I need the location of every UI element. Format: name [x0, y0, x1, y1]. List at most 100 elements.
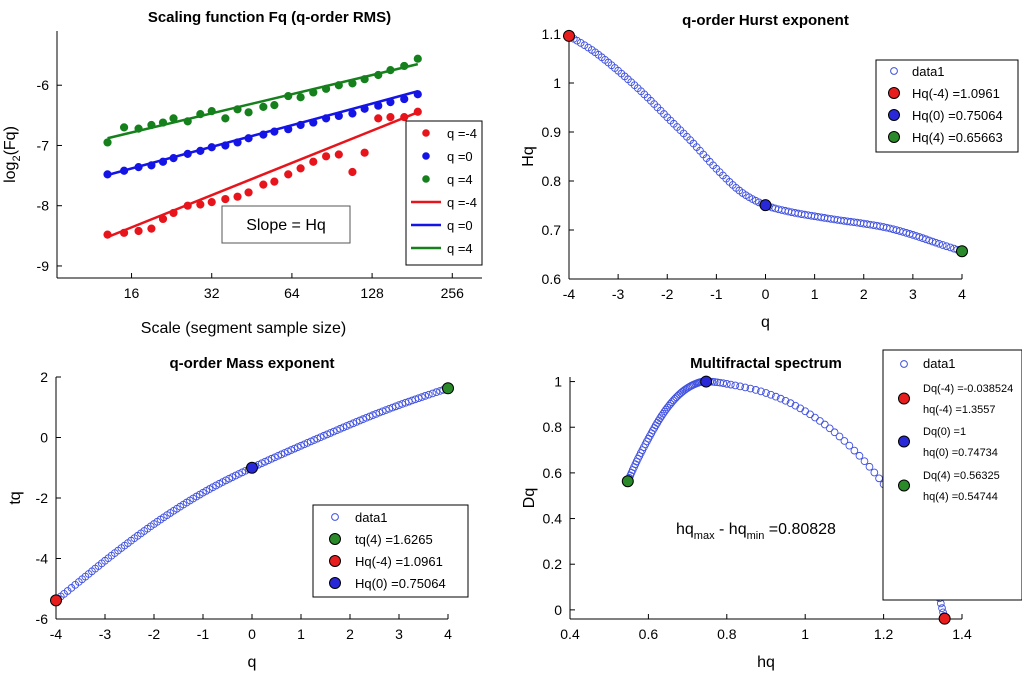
legend-marker-blue [329, 577, 341, 589]
legend-label: data1 [923, 356, 956, 371]
x-tick-label: 1.2 [874, 626, 894, 642]
legend-marker-green [329, 533, 341, 545]
fit-line-red [107, 111, 419, 239]
data-point-blue [348, 109, 357, 118]
data1-marker [722, 379, 731, 388]
data-point-green [413, 54, 422, 63]
data1-marker [935, 239, 943, 248]
x-tick-label: 0.4 [560, 626, 580, 642]
highlight-point-green [956, 245, 968, 258]
data-point-red [244, 188, 253, 197]
y-tick-label: 0.2 [543, 556, 563, 572]
legend-label: tq(4) =1.6265 [355, 532, 433, 547]
data-point-red [374, 114, 383, 123]
data1-marker [767, 390, 775, 399]
x-tick-label: 0 [762, 286, 770, 302]
data1-marker [860, 457, 869, 466]
annotation-tail: =0.80828 [764, 521, 836, 538]
data1-marker [719, 379, 728, 388]
data1-marker [870, 468, 879, 477]
x-tick-label: 32 [204, 285, 220, 301]
legend-marker-red [888, 87, 900, 99]
x-tick-label: 16 [124, 285, 140, 301]
data1-marker [432, 388, 441, 397]
legend-marker-green [422, 175, 430, 183]
y-tick-label: 2 [40, 369, 48, 385]
data1-marker [915, 233, 924, 241]
data1-marker [576, 39, 585, 47]
data1-marker [786, 399, 795, 408]
x-tick-label: -2 [661, 286, 674, 302]
legend-label: q =4 [447, 241, 473, 256]
annotation-box [221, 205, 351, 244]
chart-title: Multifractal spectrum [690, 355, 842, 372]
chart-title: q-order Mass exponent [169, 355, 334, 372]
data1-marker [762, 389, 770, 397]
data1-marker [875, 474, 883, 483]
data1-marker [938, 241, 947, 249]
data1-marker [830, 428, 839, 437]
data1-marker [375, 408, 384, 417]
data1-marker [776, 394, 785, 403]
x-tick-label: 0.6 [639, 626, 659, 642]
legend-spectrum: data1 Dq(-4) =-0.038524 hq(-4) =1.3557 Dq(0… [882, 349, 1022, 601]
data1-marker [401, 398, 410, 407]
x-tick-label: -3 [612, 286, 625, 302]
y-tick-label: 0 [40, 430, 48, 446]
data-point-red [134, 226, 143, 236]
x-tick-label: 2 [860, 286, 868, 302]
data1-marker [840, 437, 849, 445]
legend-label: q =-4 [447, 195, 477, 210]
y-tick-label: -6 [37, 77, 50, 93]
data1-marker [408, 396, 416, 405]
x-tick-label: 256 [441, 285, 465, 301]
y-tick-label: -7 [37, 137, 50, 153]
legend-label: Hq(0) =0.75064 [912, 108, 1003, 123]
y-tick-label: 0.8 [543, 419, 563, 435]
annotation-sub-max: max [694, 530, 715, 542]
legend-label: Hq(-4) =1.0961 [355, 554, 443, 569]
data1-marker [741, 383, 750, 392]
data-point-green [119, 123, 129, 132]
x-tick-label: 3 [909, 286, 917, 302]
highlight-point-blue [246, 461, 258, 474]
slope-annotation: Slope = Hq [221, 205, 351, 244]
y-axis-label-sub: 2 [11, 155, 23, 161]
y-tick-label: 0.7 [542, 222, 562, 238]
data-point-red [321, 152, 331, 161]
data1-marker [359, 415, 367, 424]
legend-label: Dq(-4) =-0.038524 [923, 383, 1013, 395]
data1-marker [855, 451, 864, 460]
data1-marker [362, 413, 371, 422]
data1-marker [418, 393, 426, 401]
legend-label: q =4 [447, 172, 473, 187]
data1-marker [391, 402, 400, 411]
x-tick-label: 0 [248, 626, 256, 642]
y-tick-label: -6 [36, 611, 49, 627]
y-tick-label: 0.8 [542, 173, 562, 189]
data1-marker [918, 234, 927, 242]
x-tick-label: -1 [197, 626, 210, 642]
spectrum-annotation: hqmax - hqmin =0.80828 [676, 521, 836, 542]
y-axis-label: log2(Fq) [2, 126, 23, 183]
data1-marker [736, 382, 744, 391]
x-tick-label: 128 [360, 285, 384, 301]
data1-marker [385, 404, 394, 413]
data-point-red [348, 167, 357, 177]
data-point-red [221, 194, 230, 204]
x-tick-label: 1 [811, 286, 819, 302]
x-tick-label: 1 [801, 626, 809, 642]
data1-marker [928, 237, 937, 246]
data1-marker [411, 395, 420, 404]
highlight-point-red [938, 612, 951, 625]
data1-marker [421, 392, 430, 400]
legend-label: hq(4) =0.54744 [923, 491, 998, 503]
y-tick-label: 1 [553, 75, 561, 91]
fit-line-blue [107, 90, 419, 177]
data1-marker [378, 407, 387, 416]
annotation-sub-min: min [747, 530, 765, 542]
data1-marker [845, 441, 854, 450]
legend-scaling: q =-4 q =0 q =4 q =-4 q =0 q =4 [405, 120, 483, 266]
data1-marker [865, 462, 874, 471]
legend-marker-blue [888, 109, 900, 121]
